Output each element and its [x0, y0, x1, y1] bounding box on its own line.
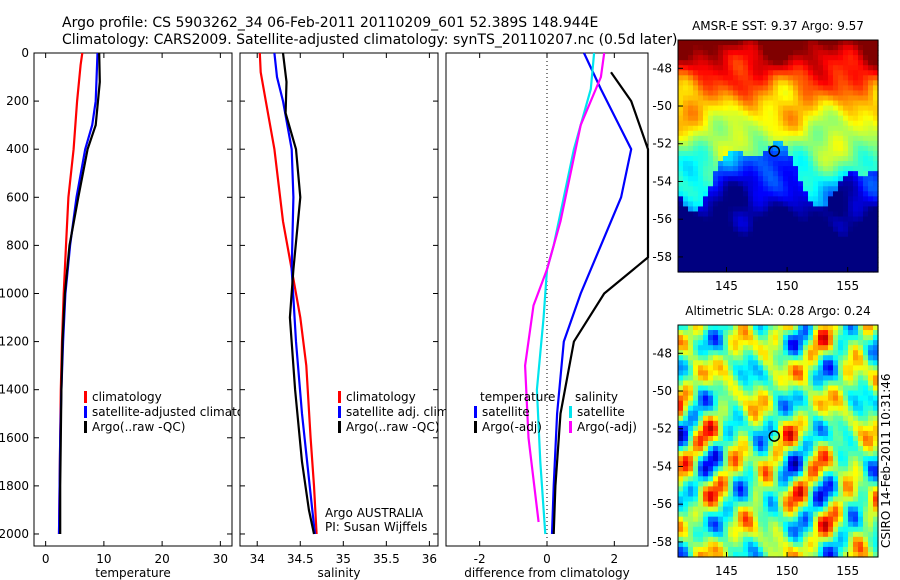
plot-frame — [33, 52, 233, 547]
y-tick-label: -56 — [652, 497, 672, 511]
y-tick-label: -50 — [652, 384, 672, 398]
legend-swatch — [338, 406, 341, 418]
y-tick-label: 200 — [6, 94, 29, 108]
series-line-salinity-argo-adj- — [523, 52, 606, 523]
x-tick-label: 10 — [96, 552, 111, 566]
y-tick-label: 800 — [6, 238, 29, 252]
x-tick-label: 155 — [836, 279, 859, 293]
x-tick-label: 34.5 — [287, 552, 314, 566]
y-tick-label: -54 — [652, 174, 672, 188]
series-line-argo-raw-qc- — [281, 52, 316, 535]
legend-label: Argo(..raw -QC) — [92, 420, 185, 434]
legend-swatch — [569, 406, 572, 418]
legend-swatch — [338, 391, 341, 403]
x-tick-label: 145 — [715, 279, 738, 293]
y-tick-label: -56 — [652, 212, 672, 226]
legend-swatch — [474, 421, 477, 433]
x-axis-label: difference from climatology — [464, 566, 630, 580]
heatmap-cells — [678, 40, 879, 273]
heatmap-cells — [678, 325, 879, 558]
x-tick-label: 150 — [776, 279, 799, 293]
legend-label: satellite adj. clim. — [346, 405, 452, 419]
x-tick-label: 36 — [422, 552, 437, 566]
y-tick-label: -48 — [652, 61, 672, 75]
map-frame — [677, 324, 879, 558]
x-tick-label: 0 — [543, 552, 551, 566]
x-tick-label: 0 — [42, 552, 50, 566]
y-tick-label: -58 — [652, 250, 672, 264]
legend-label: salinity — [575, 390, 618, 404]
annotation-pi: PI: Susan Wijffels — [325, 520, 427, 534]
x-tick-label: -2 — [474, 552, 486, 566]
sla-map: Altimetric SLA: 0.28 Argo: 0.24 145 150 155… — [652, 304, 879, 578]
legend-label: temperature — [480, 390, 555, 404]
y-tick-label: -52 — [652, 137, 672, 151]
y-tick-label: 400 — [6, 142, 29, 156]
legend-swatch — [474, 406, 477, 418]
y-tick-label: -58 — [652, 535, 672, 549]
x-tick-label: 35.5 — [373, 552, 400, 566]
legend-swatch — [338, 421, 341, 433]
y-tick-label: 0 — [21, 46, 29, 60]
y-tick-label: 1800 — [0, 479, 29, 493]
legend-label: climatology — [346, 390, 416, 404]
x-axis-label: salinity — [317, 566, 360, 580]
x-tick-label: 20 — [154, 552, 169, 566]
legend-label: Argo(-adj) — [482, 420, 542, 434]
y-tick-label: 1200 — [0, 335, 29, 349]
map-frame — [677, 39, 879, 273]
x-tick-label: 155 — [836, 564, 859, 578]
map-title: AMSR-E SST: 9.37 Argo: 9.57 — [692, 19, 864, 33]
x-axis-label: temperature — [95, 566, 170, 580]
legend-label: satellite — [577, 405, 625, 419]
x-tick-label: 150 — [776, 564, 799, 578]
series-line-argo-raw-qc- — [59, 52, 101, 534]
map-title: Altimetric SLA: 0.28 Argo: 0.24 — [685, 304, 870, 318]
y-tick-label: 600 — [6, 190, 29, 204]
legend-label: climatology — [92, 390, 162, 404]
header-line2: Climatology: CARS2009. Satellite-adjuste… — [62, 32, 677, 48]
x-tick-label: 35 — [336, 552, 351, 566]
legend-swatch — [569, 421, 572, 433]
legend-label: satellite — [482, 405, 530, 419]
y-tick-label: -50 — [652, 99, 672, 113]
legend-swatch — [84, 421, 87, 433]
y-tick-label: -48 — [652, 346, 672, 360]
y-tick-label: -54 — [652, 459, 672, 473]
legend-swatch — [84, 391, 87, 403]
y-tick-label: 1600 — [0, 431, 29, 445]
y-tick-label: 1000 — [0, 286, 29, 300]
y-tick-label: -52 — [652, 422, 672, 436]
side-timestamp: CSIRO 14-Feb-2011 10:31:46 — [879, 373, 893, 548]
x-tick-label: 30 — [213, 552, 228, 566]
legend-swatch — [84, 406, 87, 418]
x-tick-label: 2 — [611, 552, 619, 566]
legend-label: Argo(..raw -QC) — [346, 420, 439, 434]
x-tick-label: 145 — [715, 564, 738, 578]
legend-label: satellite-adjusted climatology — [92, 405, 270, 419]
series-line-satellite-adj-clim- — [273, 52, 316, 535]
series-line-temperature-satellite — [550, 52, 633, 535]
y-tick-label: 2000 — [0, 527, 29, 541]
temperature-panel: 0 10 20 30 0 200 400 600 800 1000 1200 1400 1600 1800… — [0, 46, 270, 580]
annotation-argo: Argo AUSTRALIA — [325, 506, 424, 520]
y-tick-label: 1400 — [0, 383, 29, 397]
header-line1: Argo profile: CS 5903262_34 06-Feb-2011 … — [62, 15, 598, 31]
plot-frame — [445, 52, 649, 547]
legend-label: Argo(-adj) — [577, 420, 637, 434]
sst-map: AMSR-E SST: 9.37 Argo: 9.57 145 150 155 -48 -… — [652, 19, 879, 293]
x-tick-label: 34 — [250, 552, 265, 566]
argo-location-marker — [768, 145, 781, 157]
series-line-temperature-argo-adj- — [552, 71, 650, 535]
argo-location-marker — [768, 430, 781, 442]
salinity-panel: 34 34.5 35 35.5 36 salinity climatologysatelli… — [239, 52, 452, 580]
